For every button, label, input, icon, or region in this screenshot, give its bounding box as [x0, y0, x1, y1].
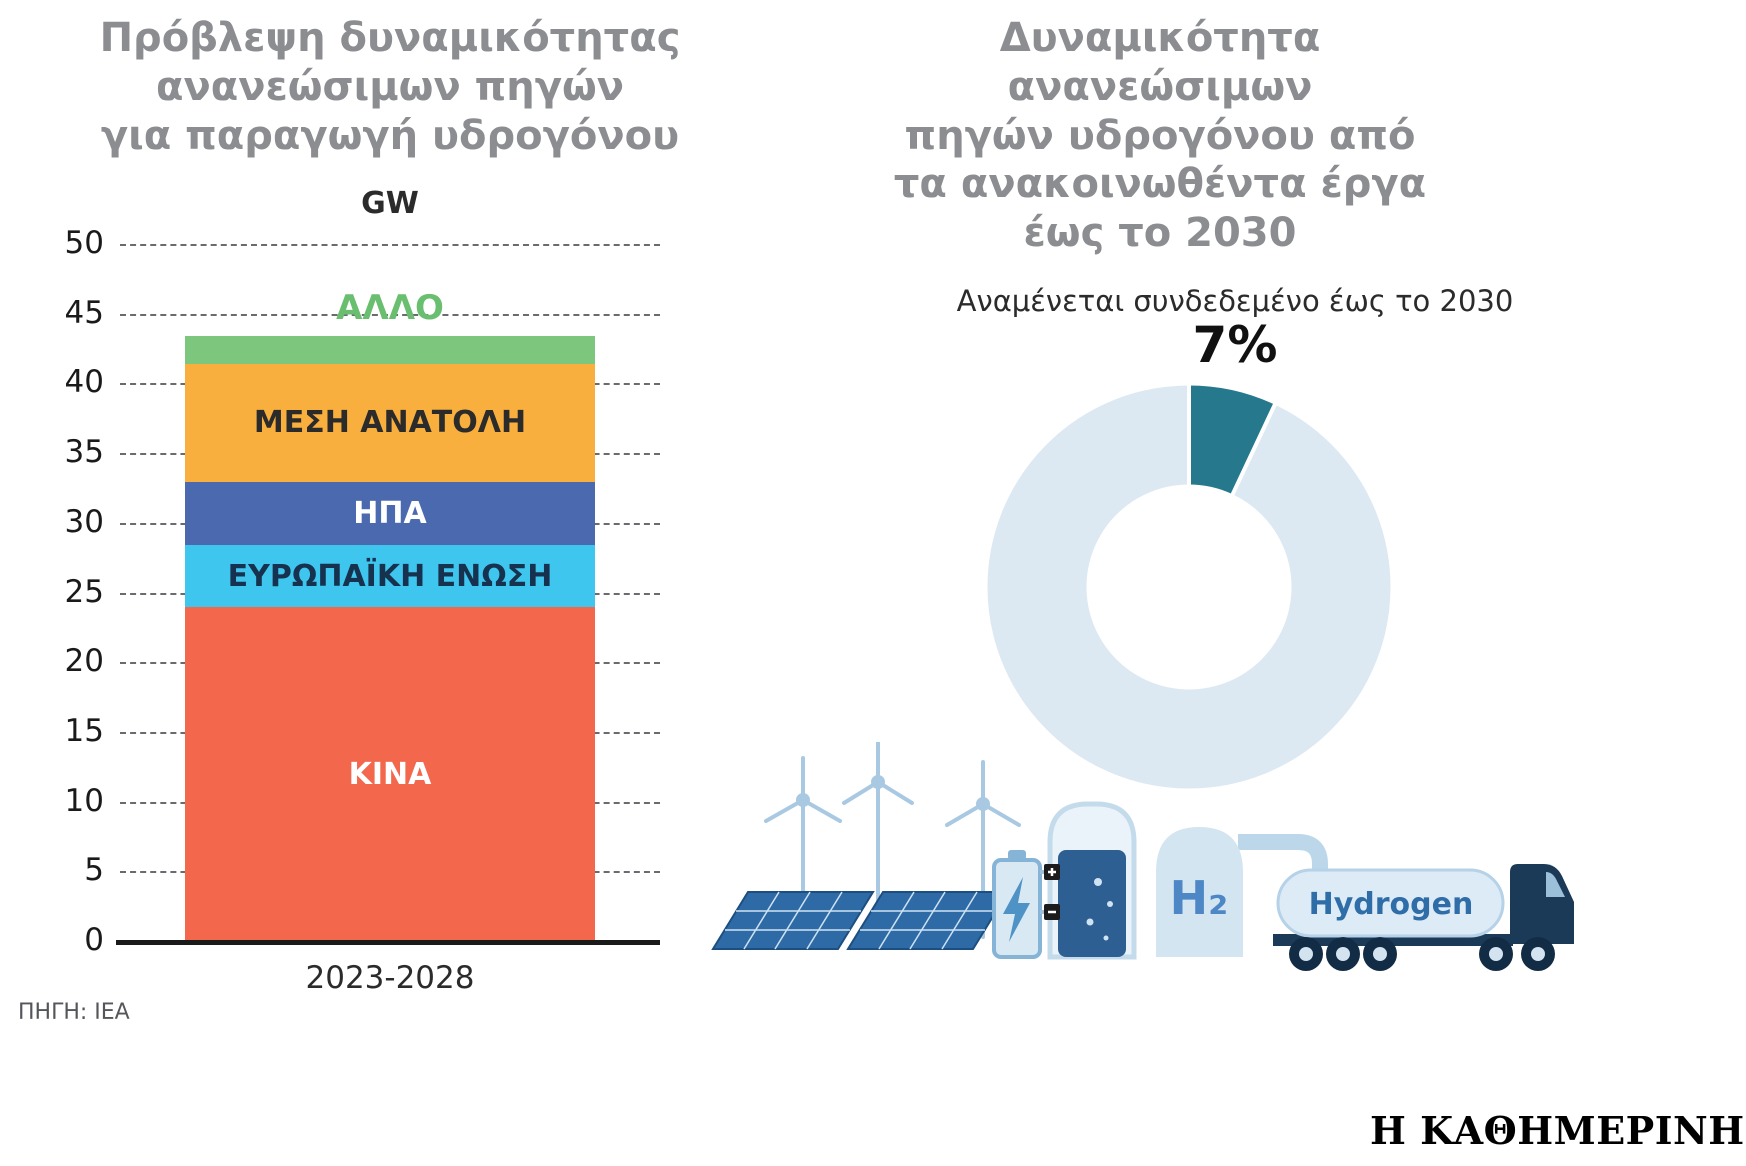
- stacked-bar: ΚΙΝΑ ΕΥΡΩΠΑΪΚΗ ΕΝΩΣΗ ΗΠΑ ΜΕΣΗ ΑΝΑΤΟΛΗ ΑΛΛΟ: [185, 245, 595, 942]
- wind-turbine-left: [764, 756, 842, 934]
- right-title-line-2: πηγών υδρογόνου από: [904, 112, 1416, 159]
- donut-chart: [987, 385, 1391, 789]
- electrolyzer-icon: [1044, 801, 1137, 960]
- y-tick-label: 10: [64, 782, 104, 819]
- solar-panel-icon: [711, 891, 1010, 950]
- y-tick-label: 45: [64, 294, 104, 331]
- left-title-line-3: για παραγωγή υδρογόνου: [100, 112, 680, 159]
- x-axis-line: [116, 940, 660, 945]
- right-chart-title: Δυναμικότητα ανανεώσιμων πηγών υδρογόνου…: [860, 14, 1460, 258]
- bar-segment: ΗΠΑ: [185, 482, 595, 545]
- right-title-line-3: τα ανακοινωθέντα έργα: [893, 161, 1427, 208]
- y-tick-label: 15: [64, 713, 104, 750]
- lightning-icon: [1003, 877, 1030, 942]
- bar-segment-label: ΗΠΑ: [353, 495, 427, 531]
- bar-segment: ΕΥΡΩΠΑΪΚΗ ΕΝΩΣΗ: [185, 544, 595, 608]
- gridline: [120, 244, 660, 246]
- gridline: [120, 313, 660, 316]
- h2-label: H₂: [1170, 871, 1229, 925]
- truck-label: Hydrogen: [1309, 887, 1474, 922]
- y-tick-label: 35: [64, 434, 104, 471]
- donut-separator-end: [1228, 403, 1277, 500]
- y-tick-label: 40: [64, 364, 104, 401]
- bar-segment-label: ΚΙΝΑ: [348, 757, 432, 793]
- bar-segment-label: ΜΕΣΗ ΑΝΑΤΟΛΗ: [253, 405, 527, 441]
- y-tick-label: 50: [64, 225, 104, 262]
- right-title-line-4: έως το 2030: [1023, 210, 1297, 257]
- truck-tanker: [1276, 868, 1505, 938]
- truck-wheels: [1289, 937, 1555, 971]
- pipe: [1238, 834, 1328, 902]
- y-tick-label: 30: [64, 503, 104, 540]
- y-tick-label: 25: [64, 573, 104, 610]
- x-axis-label: 2023-2028: [305, 960, 475, 996]
- left-title-line-1: Πρόβλεψη δυναμικότητας: [99, 15, 681, 61]
- wind-turbines-icon: [764, 742, 1021, 939]
- left-title-line-2: ανανεώσιμων πηγών: [156, 63, 624, 110]
- unit-label: GW: [361, 186, 419, 221]
- donut-percent-label: 7%: [1192, 316, 1278, 374]
- newspaper-masthead: Η ΚΑΘΗΜΕΡΙΝΗ: [1370, 1108, 1745, 1153]
- bar-segment-label: ΕΥΡΩΠΑΪΚΗ ΕΝΩΣΗ: [227, 558, 553, 594]
- y-tick-label: 5: [84, 852, 104, 889]
- left-chart-title: Πρόβλεψη δυναμικότητας ανανεώσιμων πηγών…: [80, 14, 700, 160]
- truck-cab: [1510, 864, 1574, 944]
- bar-plot: ΚΙΝΑ ΕΥΡΩΠΑΪΚΗ ΕΝΩΣΗ ΗΠΑ ΜΕΣΗ ΑΝΑΤΟΛΗ ΑΛΛΟ 5…: [65, 225, 660, 958]
- truck-window: [1546, 872, 1565, 897]
- right-title-line-1: Δυναμικότητα ανανεώσιμων: [999, 15, 1321, 110]
- bar-segment: ΚΙΝΑ: [185, 607, 595, 942]
- energy-illustration: H₂ Hydrogen: [711, 742, 1574, 971]
- hydrogen-truck-icon: Hydrogen: [1273, 864, 1574, 971]
- bar-above-label: ΑΛΛΟ: [336, 287, 444, 328]
- h2-tank-icon: H₂: [1156, 827, 1243, 957]
- donut-annotation: Αναμένεται συνδεδεμένο έως το 2030: [956, 284, 1514, 318]
- source-note: ΠΗΓΗ: ΙΕΑ: [18, 1000, 130, 1025]
- bar-segment: [185, 335, 595, 364]
- y-tick-label: 20: [64, 643, 104, 680]
- y-tick-label: 0: [84, 922, 104, 959]
- battery-icon: [992, 850, 1042, 959]
- bar-segment: ΜΕΣΗ ΑΝΑΤΟΛΗ: [185, 363, 595, 482]
